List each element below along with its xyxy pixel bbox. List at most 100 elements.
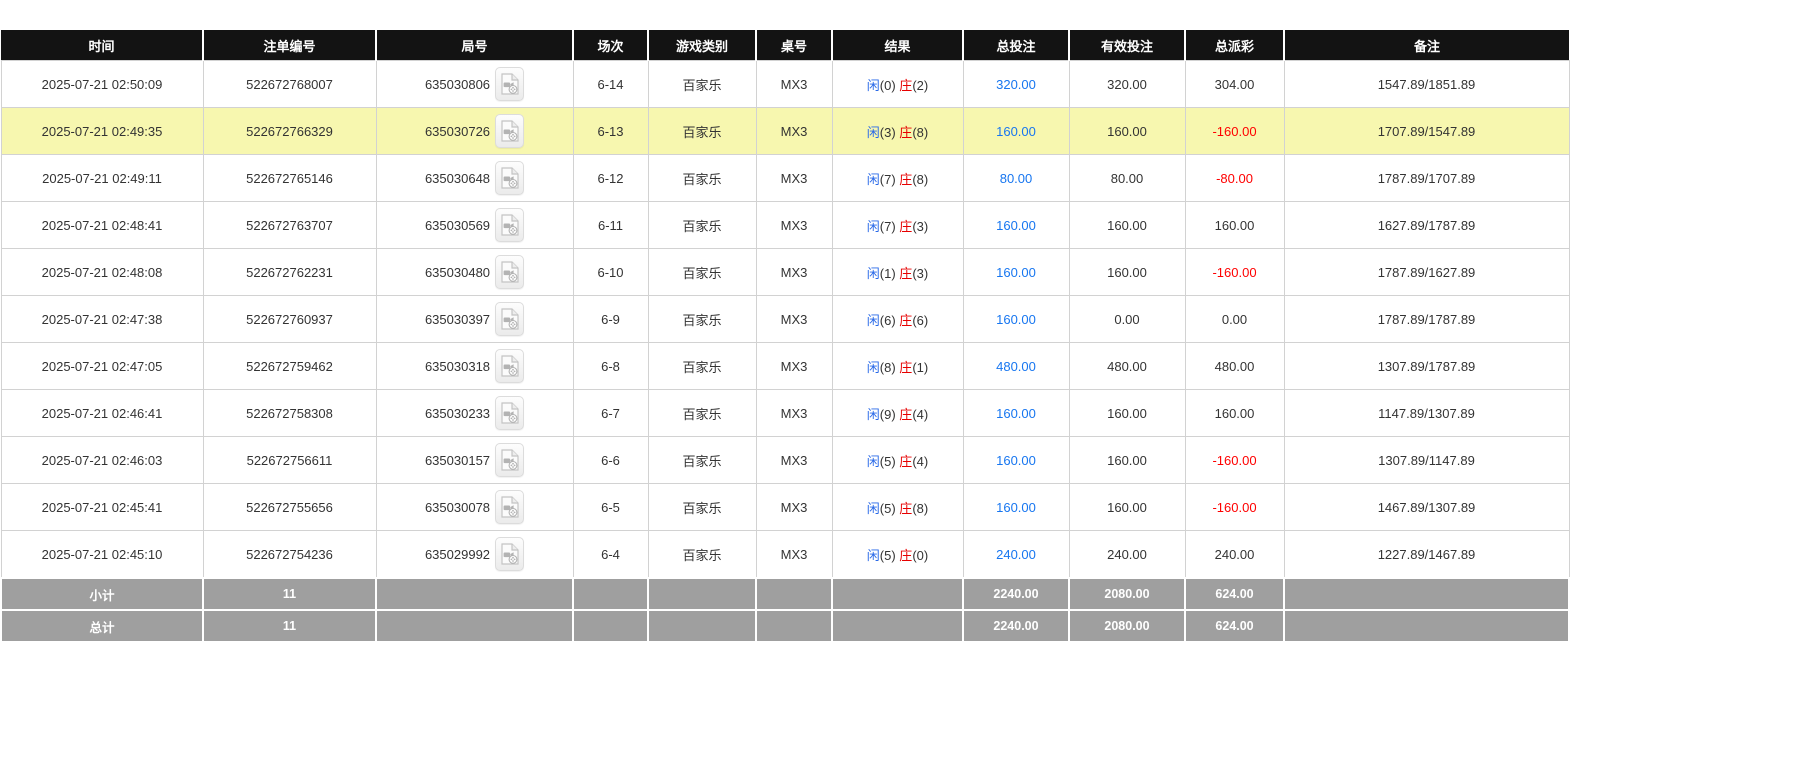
bet-number-cell: 522672768007 bbox=[202, 60, 377, 108]
player-result-label: 闲 bbox=[866, 124, 880, 140]
player-result-score: (5) bbox=[879, 453, 900, 469]
session-cell: 6-5 bbox=[572, 483, 649, 531]
video-replay-icon[interactable] bbox=[495, 208, 525, 242]
table-number-cell: MX3 bbox=[755, 342, 833, 390]
result-cell: 闲(6) 庄(6) bbox=[831, 295, 964, 343]
round-number-text: 635030726 bbox=[424, 123, 491, 139]
header-time: 时间 bbox=[1, 30, 203, 61]
round-number-wrap: 635030397 bbox=[381, 302, 569, 336]
player-result-score: (3) bbox=[879, 124, 900, 140]
bet-number-cell: 522672760937 bbox=[202, 295, 377, 343]
round-number-text: 635030157 bbox=[424, 452, 491, 468]
total-bet-cell[interactable]: 80.00 bbox=[962, 154, 1070, 202]
remark-cell: 1707.89/1547.89 bbox=[1283, 107, 1570, 155]
time-cell: 2025-07-21 02:46:03 bbox=[0, 436, 204, 484]
round-number-text: 635030397 bbox=[424, 311, 491, 327]
payout-cell: -160.00 bbox=[1184, 248, 1285, 296]
total-bet-cell[interactable]: 160.00 bbox=[962, 483, 1070, 531]
total-bet-cell[interactable]: 160.00 bbox=[962, 107, 1070, 155]
table-row: 2025-07-21 02:45:41 522672755656 635030078… bbox=[0, 483, 1570, 531]
table-number-cell: MX3 bbox=[755, 60, 833, 108]
banker-result-label: 庄 bbox=[899, 124, 913, 140]
header-payout: 总派彩 bbox=[1184, 30, 1284, 61]
video-replay-icon[interactable] bbox=[495, 255, 525, 289]
valid-bet-cell: 160.00 bbox=[1068, 389, 1186, 437]
table-row: 2025-07-21 02:46:03 522672756611 635030157… bbox=[0, 436, 1570, 484]
round-number-cell: 635030806 bbox=[375, 60, 574, 108]
video-replay-icon[interactable] bbox=[495, 490, 525, 524]
video-replay-icon[interactable] bbox=[495, 537, 525, 571]
banker-result-label: 庄 bbox=[899, 312, 913, 328]
subtotal-row-label: 小计 bbox=[0, 577, 204, 611]
round-number-cell: 635030078 bbox=[375, 483, 574, 531]
video-replay-icon[interactable] bbox=[495, 349, 525, 383]
time-cell: 2025-07-21 02:47:38 bbox=[0, 295, 204, 343]
session-cell: 6-4 bbox=[572, 530, 649, 579]
banker-result-score: (6) bbox=[912, 312, 929, 328]
video-replay-icon[interactable] bbox=[495, 114, 525, 148]
round-number-wrap: 635030157 bbox=[381, 443, 569, 477]
table-number-cell: MX3 bbox=[755, 201, 833, 249]
total-bet-cell[interactable]: 160.00 bbox=[962, 389, 1070, 437]
table-header: 时间 注单编号 局号 场次 游戏类别 桌号 结果 总投注 有效投注 总派彩 备注 bbox=[1, 30, 1569, 61]
header-session: 场次 bbox=[572, 30, 648, 61]
video-replay-icon[interactable] bbox=[495, 302, 525, 336]
total-bet-cell[interactable]: 160.00 bbox=[962, 201, 1070, 249]
round-number-cell: 635030233 bbox=[375, 389, 574, 437]
player-result-label: 闲 bbox=[866, 359, 880, 375]
table-row: 2025-07-21 02:47:38 522672760937 635030397… bbox=[0, 295, 1570, 343]
total-bet-cell[interactable]: 240.00 bbox=[962, 530, 1070, 579]
player-result-score: (9) bbox=[879, 406, 900, 422]
table-row: 2025-07-21 02:48:41 522672763707 635030569… bbox=[0, 201, 1570, 249]
total-bet-cell[interactable]: 160.00 bbox=[962, 295, 1070, 343]
valid-bet-cell: 480.00 bbox=[1068, 342, 1186, 390]
player-result-score: (5) bbox=[879, 500, 900, 516]
payout-cell: -160.00 bbox=[1184, 436, 1285, 484]
grand-total-row-valid-bet: 2080.00 bbox=[1068, 609, 1186, 643]
total-bet-cell[interactable]: 160.00 bbox=[962, 436, 1070, 484]
header-game_type: 游戏类别 bbox=[647, 30, 756, 61]
round-number-text: 635030569 bbox=[424, 217, 491, 233]
total-bet-cell[interactable]: 160.00 bbox=[962, 248, 1070, 296]
player-result-label: 闲 bbox=[866, 547, 880, 563]
header-result: 结果 bbox=[831, 30, 963, 61]
banker-result-label: 庄 bbox=[899, 453, 913, 469]
result-cell: 闲(7) 庄(3) bbox=[831, 201, 964, 249]
round-number-wrap: 635030648 bbox=[381, 161, 569, 195]
table-number-cell: MX3 bbox=[755, 483, 833, 531]
round-number-cell: 635030318 bbox=[375, 342, 574, 390]
total-bet-cell[interactable]: 320.00 bbox=[962, 60, 1070, 108]
grand-total-row-empty-result bbox=[831, 609, 964, 643]
bet-number-cell: 522672756611 bbox=[202, 436, 377, 484]
video-replay-icon[interactable] bbox=[495, 67, 525, 101]
banker-result-label: 庄 bbox=[899, 171, 913, 187]
total-bet-cell[interactable]: 480.00 bbox=[962, 342, 1070, 390]
subtotal-row-empty-game-type bbox=[647, 577, 757, 611]
video-replay-icon[interactable] bbox=[495, 443, 525, 477]
video-replay-icon[interactable] bbox=[495, 396, 525, 430]
player-result-label: 闲 bbox=[866, 312, 880, 328]
banker-result-label: 庄 bbox=[899, 77, 913, 93]
subtotal-row-valid-bet: 2080.00 bbox=[1068, 577, 1186, 611]
table-row: 2025-07-21 02:48:08 522672762231 635030480… bbox=[0, 248, 1570, 296]
banker-result-label: 庄 bbox=[899, 500, 913, 516]
valid-bet-cell: 160.00 bbox=[1068, 248, 1186, 296]
video-replay-icon[interactable] bbox=[495, 161, 525, 195]
subtotal-row: 小计 11 2240.00 2080.00 624.00 bbox=[0, 577, 1570, 611]
round-number-wrap: 635030569 bbox=[381, 208, 569, 242]
player-result-label: 闲 bbox=[866, 171, 880, 187]
time-cell: 2025-07-21 02:45:41 bbox=[0, 483, 204, 531]
player-result-score: (5) bbox=[879, 547, 900, 563]
round-number-text: 635030078 bbox=[424, 499, 491, 515]
header-valid_bet: 有效投注 bbox=[1068, 30, 1185, 61]
valid-bet-cell: 0.00 bbox=[1068, 295, 1186, 343]
bet-records-page: 时间 注单编号 局号 场次 游戏类别 桌号 结果 总投注 有效投注 总派彩 备注 2025-07-2… bbox=[0, 30, 1570, 643]
payout-cell: 304.00 bbox=[1184, 60, 1285, 108]
subtotal-row-empty-round bbox=[375, 577, 574, 611]
payout-cell: 160.00 bbox=[1184, 201, 1285, 249]
session-cell: 6-6 bbox=[572, 436, 649, 484]
table-row: 2025-07-21 02:45:10 522672754236 635029992… bbox=[0, 530, 1570, 579]
payout-cell: -160.00 bbox=[1184, 107, 1285, 155]
grand-total-row-empty-round bbox=[375, 609, 574, 643]
table-number-cell: MX3 bbox=[755, 107, 833, 155]
